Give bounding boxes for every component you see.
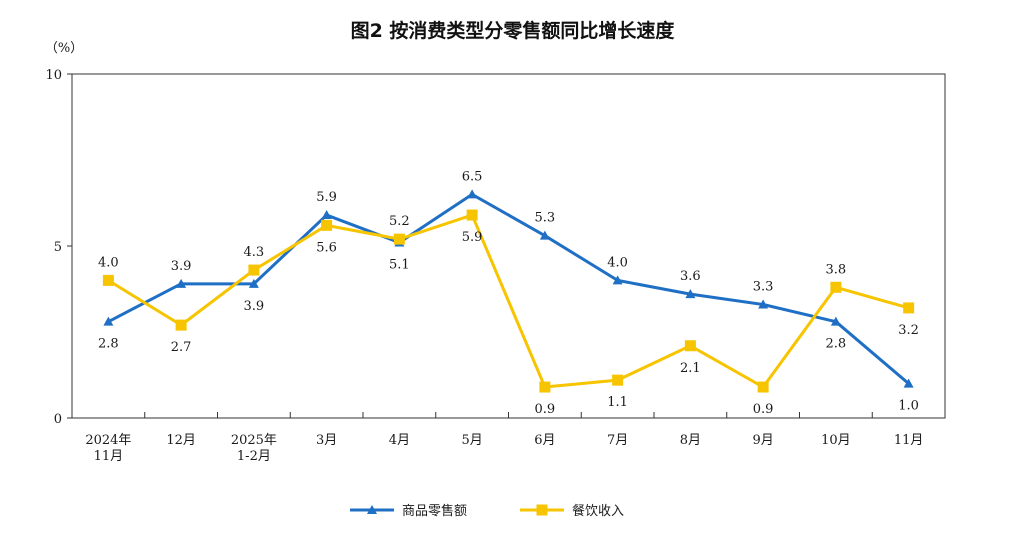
x-tick-label: 10月 [821,433,851,448]
data-label: 1.1 [607,395,628,410]
series-layer [102,189,915,393]
data-label: 3.9 [171,259,192,274]
data-point [903,302,915,314]
legend-item: 餐饮收入 [520,503,624,519]
data-label: 2.8 [98,337,119,352]
data-labels: 2.8 3.9 3.9 5.9 5.1 6.5 5.3 4.0 3.6 3.3 2.8 1.0 4.0 2… [98,169,919,417]
x-tick-label: 11月 [894,433,924,448]
legend: 商品零售额 餐饮收入 [350,503,624,519]
series-line [107,213,910,389]
data-label: 4.0 [607,255,628,270]
data-point [612,275,623,285]
data-point [102,274,114,286]
data-label: 5.2 [389,214,410,229]
data-point [758,299,769,309]
data-point [248,264,260,276]
data-label: 4.0 [98,255,119,270]
data-point [321,219,333,231]
data-point [539,381,551,393]
x-axis-ticks: 2024年 11月 12月 2025年 1-2月 3月 4月 5月 6月 7月 8月 9月 10月 11月 [85,412,923,464]
data-label: 6.5 [462,169,483,184]
data-label: 2.8 [826,337,847,352]
x-tick-label: 6月 [534,433,555,448]
data-label: 4.3 [244,245,265,260]
data-label: 5.9 [462,230,483,245]
data-point [321,210,332,220]
series-retail-goods [103,189,914,388]
data-label: 3.3 [753,279,774,294]
x-tick-label: 4月 [389,433,410,448]
data-point [539,230,550,240]
data-point [393,233,405,245]
y-axis-label: （%） [45,41,83,56]
data-point [830,281,842,293]
data-point [684,340,696,352]
data-label: 5.9 [316,190,337,205]
plot-frame [71,73,946,419]
x-tick-label: 8月 [680,433,701,448]
data-point [830,316,841,326]
legend-label: 商品零售额 [402,503,467,519]
legend-item: 商品零售额 [350,503,467,519]
x-tick-label: 5月 [461,433,482,448]
x-tick-label: 2025年 1-2月 [231,433,277,464]
data-label: 3.8 [826,262,847,277]
data-label: 5.6 [316,240,337,255]
data-point [466,209,478,221]
plot-border [71,73,946,419]
data-label: 3.6 [680,269,701,284]
x-tick-label: 9月 [752,433,773,448]
data-label: 0.9 [753,402,774,417]
data-label: 3.9 [244,299,265,314]
data-point [103,316,114,326]
data-label: 0.9 [535,402,556,417]
data-point [248,278,259,288]
series-catering [102,209,915,393]
data-label: 5.3 [535,211,556,226]
data-point [757,381,769,393]
data-label: 5.1 [389,258,410,273]
legend-marker [536,504,548,516]
data-label: 2.1 [680,361,701,376]
data-label: 2.7 [171,340,192,355]
x-tick-label: 3月 [316,433,337,448]
data-label: 1.0 [898,399,919,414]
data-point [176,278,187,288]
x-tick-label: 7月 [607,433,628,448]
data-point [612,374,624,386]
y-tick-label: 5 [54,240,62,255]
y-axis-ticks: 0 5 10 [45,68,72,427]
legend-label: 餐饮收入 [572,503,624,519]
x-tick-label: 12月 [166,433,196,448]
data-point [175,319,187,331]
data-point [685,289,696,299]
x-tick-label: 2024年 11月 [85,433,131,464]
data-point [467,189,478,199]
legend-marker [367,505,377,514]
y-tick-label: 10 [45,68,62,83]
data-label: 3.2 [898,323,919,338]
y-tick-label: 0 [54,412,62,427]
series-line [107,192,910,385]
chart-title: 图2 按消费类型分零售额同比增长速度 [350,20,675,42]
data-point [903,378,914,388]
